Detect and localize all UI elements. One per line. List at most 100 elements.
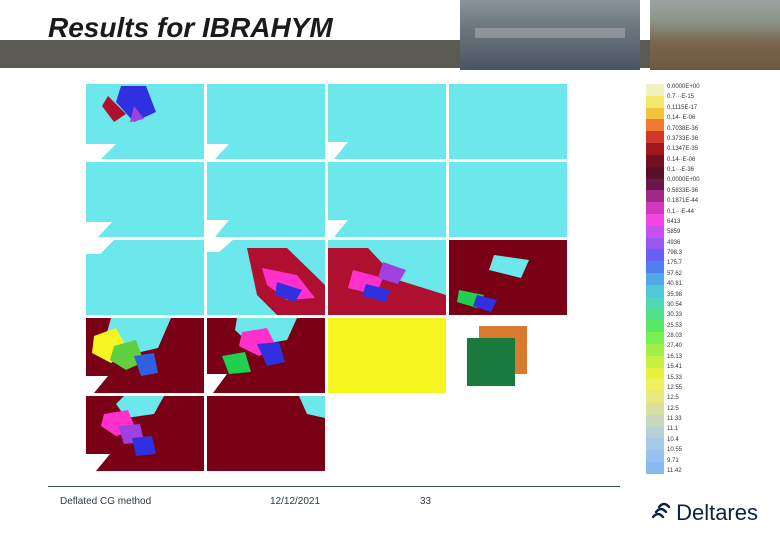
legend-swatch [646,108,664,120]
legend-label: 0.1347E-35 [667,146,700,152]
legend-swatch [646,167,664,179]
legend-label: 15.41 [667,364,700,370]
footer-rule [48,486,620,487]
legend-swatch [646,368,664,380]
legend-label: 11.42 [667,468,700,474]
legend-swatch [646,415,664,427]
legend-swatch [646,308,664,320]
map-grid [86,84,567,471]
map-tile-11 [449,240,567,315]
legend-label: 0.0000E+00 [667,84,700,90]
legend-label: 0.1871E-44 [667,198,700,204]
legend-swatch [646,438,664,450]
legend-swatch [646,238,664,250]
legend-label: 25.53 [667,323,700,329]
legend-label: 30.33 [667,312,700,318]
footer-date: 12/12/2021 [270,496,320,507]
legend-swatch [646,155,664,167]
legend-swatch [646,249,664,261]
map-tile-4 [86,162,204,237]
legend-label: 798.3 [667,250,700,256]
map-tile-5 [207,162,325,237]
legend-swatch [646,391,664,403]
legend-colors [646,84,664,474]
map-tile-7 [449,162,567,237]
map-tile-12 [86,318,204,393]
legend-swatch [646,131,664,143]
map-tile-6 [328,162,446,237]
deltares-wave-icon [650,501,674,525]
legend-label: 57.62 [667,271,700,277]
legend-label: 0.1115E-17 [667,105,700,111]
legend-swatch [646,285,664,297]
legend-label: 12.5 [667,395,700,401]
legend-swatch [646,320,664,332]
legend-label: 11.1 [667,426,700,432]
legend-label: 40.81 [667,281,700,287]
legend-label: 10.4 [667,437,700,443]
legend-label: 175.7 [667,260,700,266]
legend-swatch [646,297,664,309]
header-photo-bridge [460,0,640,70]
legend-labels: 0.0000E+00 0.7···E-15 0.1115E-17 0.14··E-06… [664,84,700,474]
legend-label: 0.5833E-36 [667,188,700,194]
deltares-logo: Deltares [650,500,758,526]
corner-blocks [467,326,527,386]
legend-swatch [646,273,664,285]
map-tile-10 [328,240,446,315]
legend-label: 0.14··E-06 [667,157,700,163]
legend-label: 0.0000E+00 [667,177,700,183]
legend-label: 4936 [667,240,700,246]
legend-swatch [646,143,664,155]
legend-label: 16.13 [667,354,700,360]
legend-label: 6413 [667,219,700,225]
legend-label: 12.5 [667,406,700,412]
legend-swatch [646,84,664,96]
legend-swatch [646,202,664,214]
legend-swatch [646,119,664,131]
map-tile-2 [328,84,446,159]
legend-label: 0.14··E-06 [667,115,700,121]
legend-label: 28.03 [667,333,700,339]
legend-label: 0.1···E-44 [667,209,700,215]
map-tile-1 [207,84,325,159]
legend-label: 5859 [667,229,700,235]
legend-swatch [646,379,664,391]
legend-swatch [646,403,664,415]
legend-swatch [646,427,664,439]
footer-method: Deflated CG method [60,496,151,507]
legend-swatch [646,214,664,226]
map-tile-18 [328,396,446,471]
legend-swatch [646,190,664,202]
legend-swatch [646,332,664,344]
map-tile-19 [449,396,567,471]
footer-page: 33 [420,496,431,507]
map-tile-16 [86,396,204,471]
legend-label: 0.7···E-15 [667,94,700,100]
legend-label: 0.1···E-36 [667,167,700,173]
legend-label: 15.33 [667,375,700,381]
map-tile-17 [207,396,325,471]
legend-label: 30.54 [667,302,700,308]
map-tile-9 [207,240,325,315]
legend-swatch [646,356,664,368]
legend-label: 35.98 [667,292,700,298]
legend-label: 11.33 [667,416,700,422]
colorbar-legend: 0.0000E+00 0.7···E-15 0.1115E-17 0.14··E-06… [646,84,706,474]
slide-title: Results for IBRAHYM [48,12,333,44]
legend-swatch [646,450,664,462]
legend-swatch [646,179,664,191]
legend-swatch [646,462,664,474]
legend-swatch [646,344,664,356]
map-tile-15 [449,318,567,393]
legend-label: 0.7038E-36 [667,126,700,132]
logo-text: Deltares [676,500,758,526]
map-tile-3 [449,84,567,159]
map-tile-13 [207,318,325,393]
legend-swatch [646,226,664,238]
legend-swatch [646,96,664,108]
header-photo-fields [650,0,780,70]
legend-label: 9.71 [667,458,700,464]
legend-swatch [646,261,664,273]
results-figure: 0.0000E+000.7···E-150.1115E-170.14··E-06… [86,84,636,479]
